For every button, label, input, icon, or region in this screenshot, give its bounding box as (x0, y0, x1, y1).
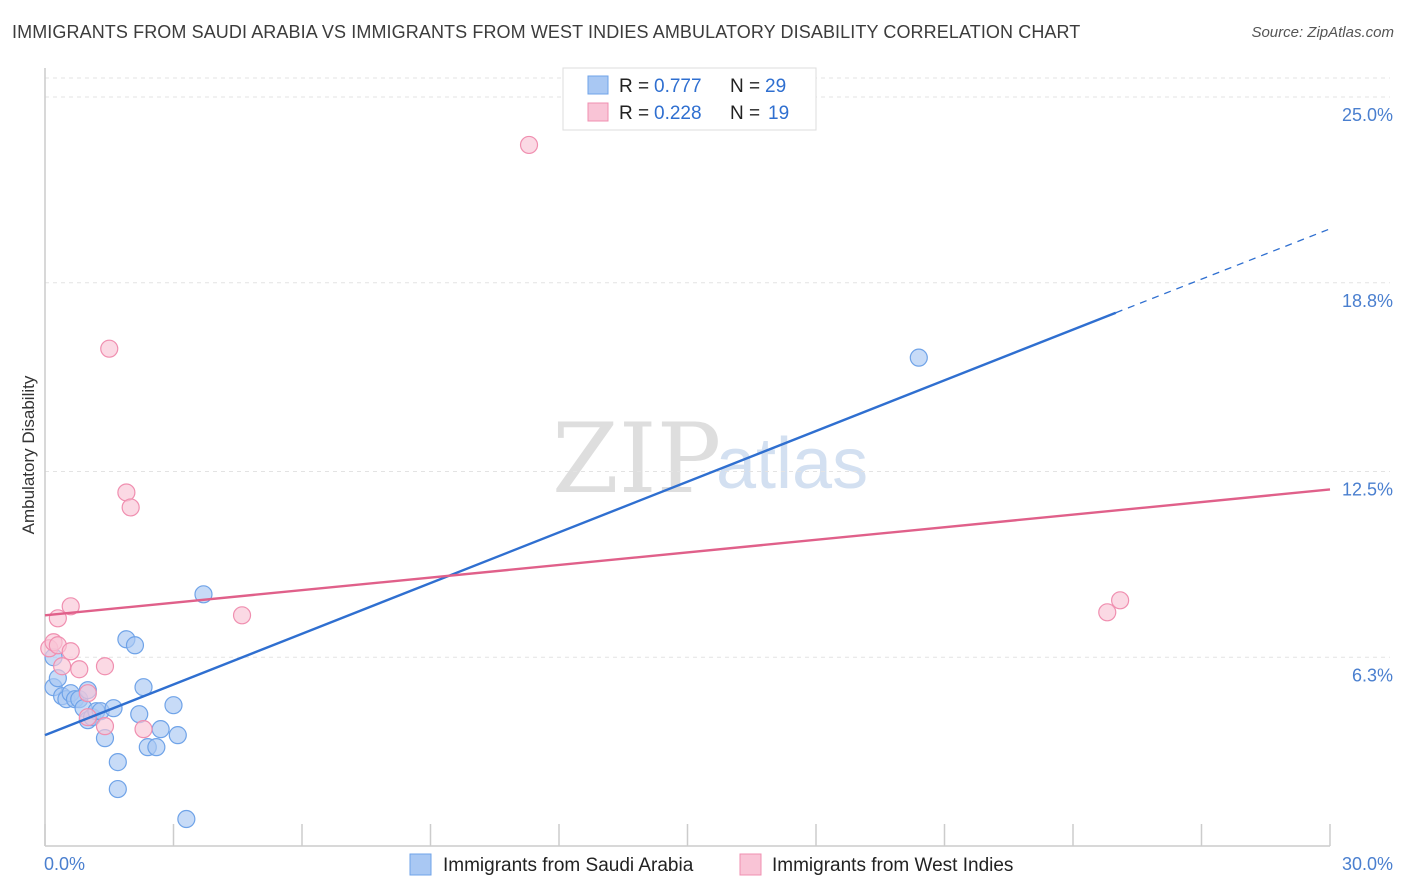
point-west-indies (1098, 603, 1117, 622)
legend-n-value-saudi: 29 (765, 76, 786, 97)
point-west-indies (232, 606, 252, 625)
legend-r-value-saudi: 0.777 (654, 76, 702, 97)
watermark-atlas: atlas (716, 424, 868, 504)
bottom-legend-swatch-westindies (739, 853, 762, 876)
y-tick-label: 18.8% (1342, 291, 1393, 311)
point-west-indies (53, 657, 72, 676)
trend-line-extension-saudi-arabia (1115, 228, 1331, 314)
point-saudi-arabia (108, 779, 127, 799)
x-tick-label-max: 30.0% (1342, 854, 1393, 874)
legend-swatch-saudi (587, 75, 609, 95)
bottom-legend-label-westindies: Immigrants from West Indies (772, 855, 1013, 876)
point-saudi-arabia (130, 705, 149, 724)
point-west-indies (61, 642, 80, 661)
series-legend: Immigrants from Saudi Arabia Immigrants … (409, 853, 1013, 876)
point-saudi-arabia (108, 753, 127, 772)
point-west-indies (95, 717, 115, 736)
y-tick-label: 6.3% (1352, 665, 1393, 685)
legend-r-label-westindies: R = (619, 103, 649, 124)
bottom-legend-label-saudi: Immigrants from Saudi Arabia (443, 855, 694, 876)
point-west-indies (95, 657, 115, 676)
watermark-zip: ZIP (552, 403, 721, 515)
point-west-indies (117, 483, 136, 502)
chart-title: IMMIGRANTS FROM SAUDI ARABIA VS IMMIGRAN… (12, 22, 1081, 42)
point-saudi-arabia (909, 348, 928, 367)
y-axis-label: Ambulatory Disability (19, 375, 38, 534)
legend-r-value-westindies: 0.228 (654, 103, 702, 124)
gridlines (45, 77, 1390, 658)
point-west-indies (519, 135, 539, 155)
legend-n-label-westindies: N = (730, 103, 760, 124)
point-west-indies (78, 684, 97, 703)
correlation-legend: R = 0.777 N = 29 R = 0.228 N = 19 (562, 67, 817, 131)
point-saudi-arabia (168, 726, 187, 745)
point-saudi-arabia (151, 720, 170, 739)
y-tick-label: 25.0% (1342, 105, 1393, 125)
chart-source: Source: ZipAtlas.com (1251, 24, 1394, 41)
bottom-legend-swatch-saudi (409, 853, 432, 876)
y-tick-label: 12.5% (1342, 480, 1393, 500)
y-tick-labels: 6.3% 12.5% 18.8% 25.0% (1342, 105, 1393, 685)
point-west-indies (100, 339, 119, 358)
point-saudi-arabia (125, 636, 145, 655)
trend-line-west-indies (44, 488, 1331, 617)
legend-n-label-saudi: N = (730, 76, 760, 97)
point-saudi-arabia (147, 738, 166, 757)
point-west-indies (61, 597, 80, 616)
legend-r-label-saudi: R = (619, 76, 649, 97)
trend-line-saudi-arabia (44, 311, 1117, 737)
x-tick-label-min: 0.0% (44, 854, 85, 874)
legend-n-value-westindies: 19 (768, 103, 789, 124)
point-west-indies (134, 720, 153, 739)
legend-swatch-westindies (587, 102, 609, 122)
point-west-indies (1111, 591, 1130, 610)
point-west-indies (70, 660, 89, 679)
trend-lines (44, 228, 1331, 737)
point-west-indies (121, 498, 140, 517)
point-saudi-arabia (177, 809, 196, 829)
x-ticks (44, 824, 1331, 846)
point-saudi-arabia (164, 696, 183, 715)
